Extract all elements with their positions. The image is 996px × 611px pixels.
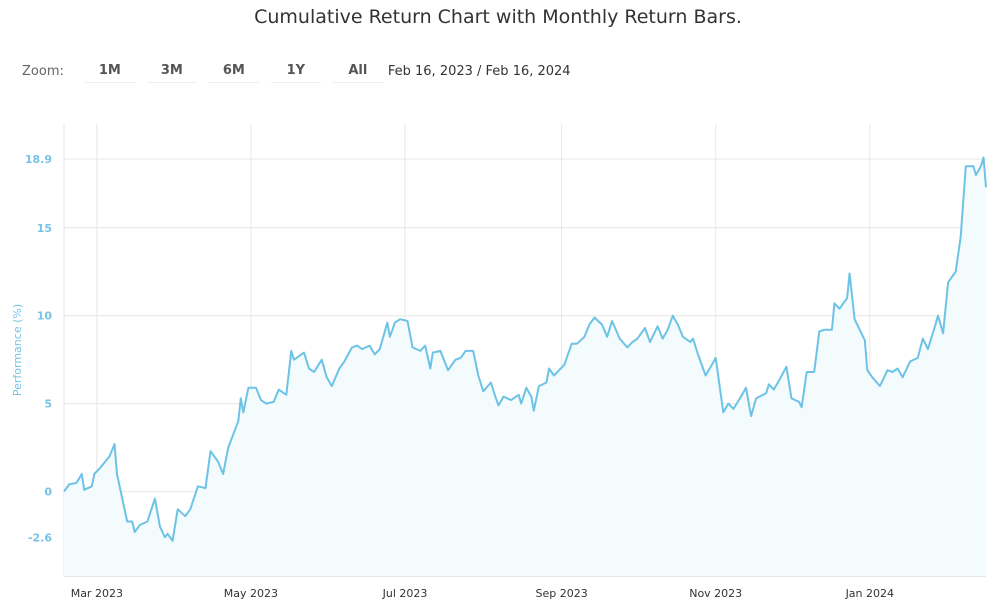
x-tick-label: Mar 2023 — [71, 587, 123, 600]
y-tick-label: 15 — [37, 222, 52, 235]
x-tick-label: Sep 2023 — [536, 587, 588, 600]
y-axis-title: Performance (%) — [11, 304, 24, 396]
zoom-all-button[interactable]: All — [332, 59, 383, 83]
y-tick-label: 18.9 — [25, 153, 52, 166]
zoom-label: Zoom: — [22, 63, 64, 79]
x-tick-label: May 2023 — [224, 587, 278, 600]
zoom-1m-button[interactable]: 1M — [84, 59, 135, 83]
x-tick-label: Nov 2023 — [689, 587, 742, 600]
series-line — [63, 156, 987, 542]
x-tick-label: Jan 2024 — [845, 587, 894, 600]
series-area — [64, 157, 986, 576]
zoom-toolbar: Zoom: 1M 3M 6M 1Y All Feb 16, 2023 / Feb… — [22, 59, 571, 83]
x-tick-label: Jul 2023 — [382, 587, 428, 600]
date-range-display: Feb 16, 2023 / Feb 16, 2024 — [387, 63, 571, 79]
y-tick-label: 5 — [44, 398, 52, 411]
zoom-3m-button[interactable]: 3M — [146, 59, 197, 83]
y-tick-label: 10 — [37, 310, 53, 323]
chart-title: Cumulative Return Chart with Monthly Ret… — [254, 6, 742, 28]
y-tick-label: 0 — [44, 486, 52, 499]
zoom-1y-button[interactable]: 1Y — [270, 59, 321, 83]
y-tick-label: -2.6 — [28, 531, 52, 544]
zoom-6m-button[interactable]: 6M — [208, 59, 259, 83]
